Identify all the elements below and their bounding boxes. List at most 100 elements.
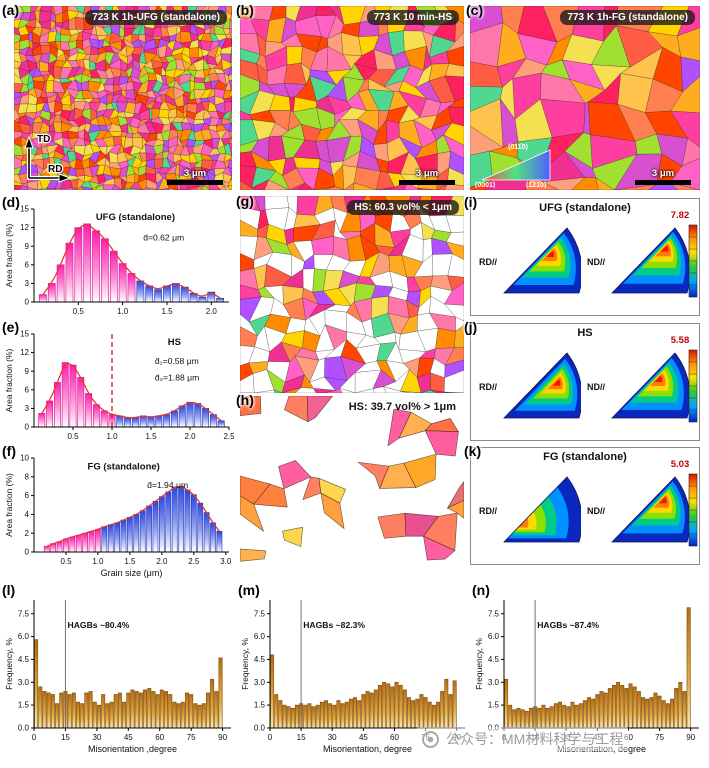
axis-rd-label: RD [48,164,62,175]
ebsd-map-hs-coarse-fraction: HS: 39.7 vol% > 1μm [240,396,464,582]
ipf-color-key: (0001) (011̄0) (1̄21̄0) [475,143,551,188]
svg-text:HAGBs ~82.3%: HAGBs ~82.3% [303,620,365,630]
ebsd-map-g-canvas [240,196,464,393]
svg-text:10: 10 [20,454,29,463]
svg-text:45: 45 [124,733,133,742]
pole-title-hs: HS [577,327,593,339]
pole-nd-label: ND// [587,257,605,267]
svg-text:d̄₁=0.58 μm: d̄₁=0.58 μm [155,356,199,366]
pole-nd-label: ND// [587,382,605,392]
ipf-wedge-nd [611,476,689,543]
pole-title-fg: FG (standalone) [543,451,627,463]
svg-text:7.5: 7.5 [254,609,266,618]
svg-text:2.0: 2.0 [156,557,168,566]
pole-figure-panel-fg: FG (standalone) RD// ND// 5.03 [470,447,700,565]
chart-grain-size-ufg: 0.5 1.0 1.5 2.0 0 3 6 9 12 15 Area fraction (%) UFG… [4,197,234,319]
ipf-wedge-rd [503,227,581,294]
svg-text:6.0: 6.0 [18,632,30,641]
svg-text:75: 75 [655,733,664,742]
svg-text:1.5: 1.5 [145,432,157,441]
svg-text:60: 60 [390,733,399,742]
watermark-text: 公众号：MM材料科学与工程 [446,731,624,747]
svg-text:Grain size (μm): Grain size (μm) [101,568,163,578]
svg-text:0: 0 [25,298,30,307]
panel-letter-f: (f) [2,443,16,459]
svg-text:90: 90 [452,733,461,742]
svg-text:0.5: 0.5 [60,557,72,566]
svg-text:Frequency, %: Frequency, % [240,638,250,690]
svg-text:0.0: 0.0 [488,724,500,733]
svg-text:15: 15 [61,733,70,742]
svg-text:3: 3 [25,279,30,288]
svg-text:8: 8 [25,472,30,481]
map-h-title: HS: 39.7 vol% > 1μm [348,401,456,413]
svg-text:HAGBs ~80.4%: HAGBs ~80.4% [68,620,130,630]
svg-text:60: 60 [155,733,164,742]
panel-letter-n: (n) [472,582,490,598]
svg-text:d̄=0.62 μm: d̄=0.62 μm [143,233,184,243]
panel-letter-l: (l) [2,582,16,598]
panel-letter-d: (d) [2,194,20,210]
svg-text:6: 6 [25,260,30,269]
svg-text:Area fraction (%): Area fraction (%) [4,473,14,537]
svg-text:Frequency, %: Frequency, % [4,638,14,690]
pole-figure-panel-ufg: UFG (standalone) RD// ND// 7.82 [470,198,700,316]
map-g-title: HS: 60.3 vol% < 1μm [347,200,459,215]
map-b-scale-label: 3 μm [415,168,439,180]
ebsd-map-ufg-canvas [14,6,232,190]
svg-text:4.5: 4.5 [254,655,266,664]
svg-text:d̄=1.94 μm: d̄=1.94 μm [147,480,188,490]
svg-text:3: 3 [25,404,30,413]
svg-text:4.5: 4.5 [18,655,30,664]
svg-text:9: 9 [25,242,30,251]
pole-max-value: 5.03 [670,459,690,470]
chart-grain-size-fg: 0.5 1.0 1.5 2.0 2.5 3.0 0 2 4 6 8 10 Area fraction (… [4,446,234,580]
pole-figure-panel-hs: HS RD// ND// 5.58 [470,323,700,441]
svg-text:2: 2 [25,529,30,538]
svg-text:0: 0 [32,733,37,742]
panel-letter-i: (i) [464,194,478,210]
svg-text:1.5: 1.5 [488,701,500,710]
panel-letter-m: (m) [238,582,260,598]
svg-text:Area fraction (%): Area fraction (%) [4,223,14,287]
panel-letter-a: (a) [2,2,20,18]
ipf-wedge-rd [503,476,581,543]
map-a-scale-label: 3 μm [183,168,207,180]
svg-text:30: 30 [328,733,337,742]
svg-text:6.0: 6.0 [488,632,500,641]
svg-text:Frequency, %: Frequency, % [474,638,484,690]
svg-text:3.0: 3.0 [254,678,266,687]
ipf-wedge-nd [611,227,689,294]
svg-text:(011̄0): (011̄0) [508,143,528,151]
svg-text:HAGBs ~87.4%: HAGBs ~87.4% [537,620,599,630]
svg-text:1.5: 1.5 [254,701,266,710]
map-a-scale-line [167,180,223,185]
svg-text:3.0: 3.0 [18,678,30,687]
chart-misorientation-fg: 0 15 30 45 60 75 90 0.0 1.5 3.0 4.5 6.0 7.5 Frequency… [474,588,704,756]
svg-text:0: 0 [25,423,30,432]
svg-text:90: 90 [686,733,695,742]
orientation-axes: TD RD [24,133,72,183]
colorbar [688,473,698,547]
svg-text:FG (standalone): FG (standalone) [88,461,160,472]
svg-text:0: 0 [25,548,30,557]
svg-text:1.5: 1.5 [18,701,30,710]
pole-nd-label: ND// [587,506,605,516]
svg-text:0: 0 [502,733,507,742]
svg-text:Misorientation ,degree: Misorientation ,degree [88,744,177,754]
svg-text:(0001): (0001) [475,182,495,188]
ebsd-map-h-canvas [240,396,464,562]
ebsd-map-ufg: 723 K 1h-UFG (standalone) TD RD 3 μm [14,6,232,190]
watermark: 公众号：MM材料科学与工程 [416,727,630,751]
svg-text:0.0: 0.0 [254,724,266,733]
svg-text:30: 30 [562,733,571,742]
svg-text:9: 9 [25,367,30,376]
map-c-scalebar: 3 μm [635,168,691,185]
chart-misorientation-ufg: 0 15 30 45 60 75 90 0.0 1.5 3.0 4.5 6.0 7.5 Frequency… [4,588,236,756]
svg-text:75: 75 [187,733,196,742]
pole-rd-label: RD// [479,382,497,392]
map-c-title: 773 K 1h-FG (standalone) [560,10,695,25]
watermark-logo-icon [422,730,439,748]
svg-text:4.5: 4.5 [488,655,500,664]
svg-text:1.0: 1.0 [92,557,104,566]
